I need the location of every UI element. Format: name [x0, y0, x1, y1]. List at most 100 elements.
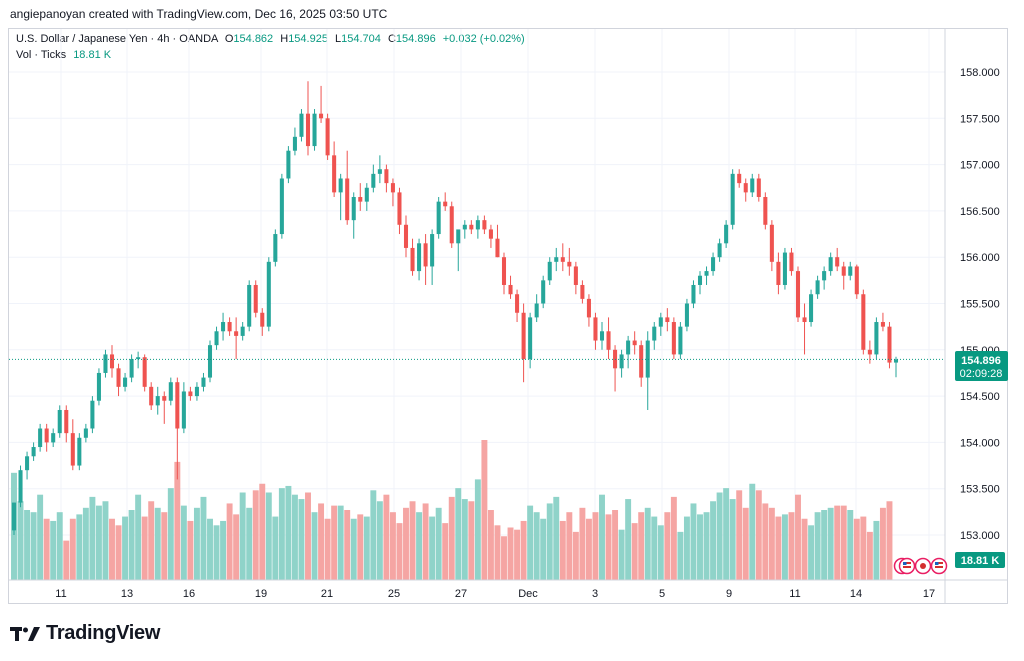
- candle-up: [279, 178, 284, 235]
- volume-bar: [174, 461, 181, 580]
- candle-down: [325, 118, 330, 156]
- candle-up: [207, 345, 213, 378]
- symbol-legend: U.S. Dollar / Japanese Yen · 4h · OANDA …: [16, 33, 525, 45]
- candle-down: [632, 340, 637, 346]
- candle-up: [782, 252, 787, 285]
- candle-up: [38, 428, 43, 448]
- candle-up: [822, 271, 827, 281]
- candle-up: [18, 470, 23, 503]
- volume-bar: [50, 520, 57, 580]
- candle-up: [364, 187, 369, 202]
- volume-bar: [226, 503, 233, 580]
- volume-bar: [128, 510, 135, 580]
- volume-bar: [200, 496, 207, 580]
- volume-bar: [527, 505, 534, 580]
- candle-down: [253, 284, 258, 313]
- price-tag-value: 154.896: [961, 355, 1001, 367]
- volume-bar: [520, 520, 527, 580]
- candle-down: [593, 317, 598, 341]
- volume-bar: [683, 516, 690, 580]
- candle-up: [57, 409, 62, 434]
- jp-flag-event-icon[interactable]: [914, 557, 932, 575]
- grid-lines: [9, 29, 945, 580]
- volume-bar: [187, 520, 194, 580]
- candle-up: [645, 340, 650, 378]
- us-flag-event-icon[interactable]: [898, 557, 916, 575]
- time-tick-label: 11: [789, 588, 800, 600]
- candle-up: [371, 173, 376, 188]
- volume-bar: [252, 490, 259, 580]
- volume-bar: [625, 499, 632, 580]
- volume-bar: [259, 483, 266, 580]
- price-tick-label: 154.500: [960, 391, 1000, 403]
- volume-bar: [755, 490, 762, 580]
- candle-down: [639, 345, 644, 378]
- candle-up: [168, 382, 173, 401]
- candle-up: [711, 257, 716, 272]
- candle-down: [162, 396, 167, 401]
- volume-bar: [866, 531, 873, 580]
- volume-bar: [403, 507, 409, 580]
- candle-down: [319, 113, 324, 119]
- volume-bar: [481, 440, 488, 580]
- candle-down: [841, 266, 846, 276]
- volume-bar: [272, 516, 279, 580]
- volume-bar: [677, 531, 684, 580]
- volume-bar: [879, 507, 886, 580]
- candle-down: [665, 317, 670, 323]
- volume-bar: [363, 516, 370, 580]
- volume-bar: [324, 518, 331, 580]
- volume-bar: [161, 512, 168, 580]
- volume-bar: [814, 512, 821, 580]
- candle-down: [880, 322, 885, 327]
- volume-bar: [775, 516, 782, 580]
- candle-down: [305, 113, 311, 147]
- volume-bar: [618, 529, 625, 580]
- candle-down: [521, 312, 526, 360]
- volume-bar: [860, 516, 867, 580]
- candle-up: [51, 433, 56, 443]
- volume-bar: [501, 536, 507, 580]
- symbol-name[interactable]: U.S. Dollar / Japanese Yen · 4h · OANDA: [16, 33, 218, 45]
- tradingview-logo: TradingView: [10, 622, 160, 645]
- volume-bar: [546, 503, 553, 580]
- volume-bars: [11, 440, 893, 580]
- candle-up: [554, 257, 559, 262]
- volume-bar: [429, 516, 436, 580]
- volume-bar: [154, 507, 161, 580]
- candle-up: [848, 266, 853, 276]
- candle-up: [599, 331, 605, 341]
- volume-label[interactable]: Vol · Ticks: [16, 49, 67, 61]
- volume-bar: [63, 540, 70, 580]
- candle-down: [501, 257, 507, 285]
- candle-down: [443, 201, 448, 207]
- low-value: 154.704: [341, 33, 381, 45]
- candle-down: [606, 331, 611, 350]
- price-tick-label: 154.000: [960, 437, 1000, 449]
- volume-bar: [638, 512, 645, 580]
- price-tick-label: 155.500: [960, 299, 1000, 311]
- candle-up: [299, 113, 304, 137]
- volume-bar: [559, 520, 566, 580]
- candle-down: [567, 261, 572, 267]
- candle-up: [201, 377, 206, 387]
- volume-bar: [579, 507, 586, 580]
- volume-bar: [553, 496, 560, 580]
- time-tick-label: 3: [592, 588, 598, 600]
- candle-up: [475, 220, 480, 230]
- candle-up: [83, 428, 88, 438]
- candle-up: [724, 224, 729, 244]
- volume-bar: [89, 496, 96, 580]
- change-value: +0.032 (+0.02%): [442, 33, 525, 45]
- candle-up: [123, 377, 128, 387]
- candle-up: [266, 261, 271, 327]
- volume-bar: [233, 514, 240, 580]
- candle-up: [893, 359, 899, 363]
- candle-down: [390, 183, 395, 193]
- candle-up: [528, 317, 533, 360]
- candle-down: [495, 238, 500, 258]
- candle-up: [626, 340, 631, 355]
- volume-bar: [585, 518, 592, 580]
- us-flag-event-icon[interactable]: [930, 557, 948, 575]
